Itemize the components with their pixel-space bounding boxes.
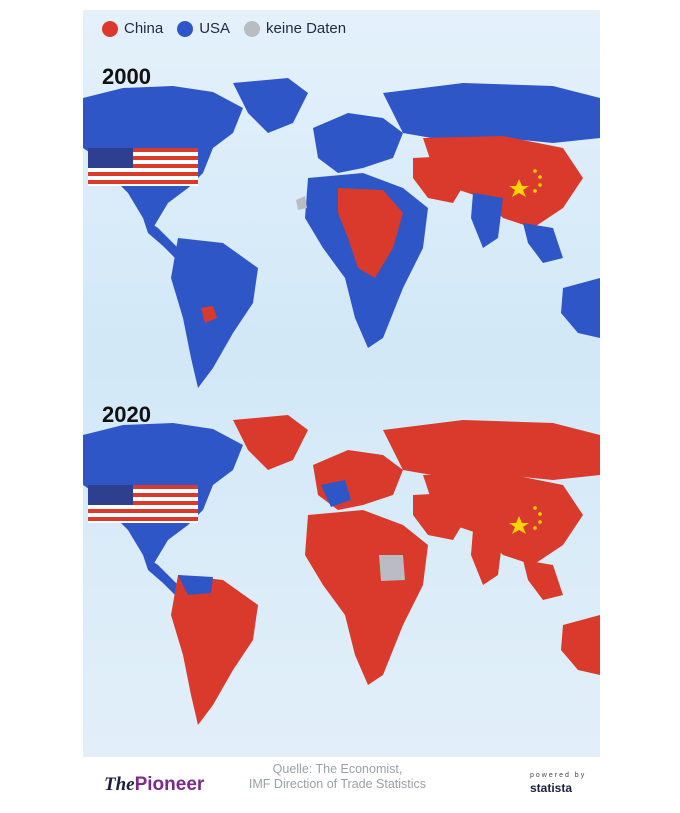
australia-2000 (561, 278, 600, 338)
china-flag-2020 (509, 506, 542, 534)
logo-pioneer: Pioneer (134, 774, 205, 795)
africa-2020 (305, 510, 428, 685)
russia-2000 (383, 83, 600, 143)
paraguay-2000 (201, 306, 217, 323)
year-label-2000: 2000 (102, 64, 151, 89)
southeast-asia-2000 (523, 223, 563, 263)
logo-the: The (104, 774, 135, 795)
statista-text: statista (530, 781, 573, 795)
powered-by-text: powered by (530, 772, 587, 779)
africa-china-2000 (338, 188, 403, 278)
asia-2020 (423, 473, 583, 565)
nodata-dot-icon (244, 20, 261, 37)
greenland-2000 (233, 78, 308, 133)
central-america-2020 (143, 555, 183, 595)
australia-2020 (561, 615, 600, 675)
source-line-1: Quelle: The Economist, (272, 762, 403, 776)
western-sahara-nodata-2000 (296, 196, 307, 210)
asia-china-2000 (423, 136, 583, 228)
legend-label-nodata: keine Daten (266, 20, 347, 37)
europe-2020 (313, 450, 403, 510)
europe-2000 (313, 113, 403, 173)
southeast-asia-2020 (523, 560, 563, 600)
colombia-venezuela-2020 (178, 575, 213, 595)
china-dot-icon (102, 20, 118, 37)
legend-item-nodata: keine Daten (244, 20, 346, 37)
greenland-2020 (233, 415, 308, 470)
usa-dot-icon (177, 20, 194, 37)
world-map-2000 (83, 78, 600, 388)
us-flag-2020 (88, 485, 198, 523)
legend: China USA keine Daten (102, 20, 346, 37)
pioneer-logo: ThePioneer (104, 774, 204, 796)
south-america-2020 (171, 575, 258, 725)
source-line-2: IMF Direction of Trade Statistics (248, 777, 427, 791)
western-europe-2020 (321, 480, 351, 507)
year-label-2020: 2020 (102, 402, 151, 427)
legend-label-china: China (124, 20, 164, 37)
india-2000 (471, 193, 503, 248)
legend-label-usa: USA (199, 20, 231, 37)
legend-item-china: China (102, 20, 163, 37)
legend-item-usa: USA (177, 20, 230, 37)
india-2020 (471, 530, 503, 585)
world-map-2020 (83, 415, 600, 725)
central-america-2000 (143, 218, 183, 258)
china-flag-2000 (509, 169, 542, 197)
source-note: Quelle: The Economist, IMF Direction of … (215, 762, 460, 792)
statista-logo: powered by statista (530, 772, 586, 797)
sudan-nodata-2020 (379, 555, 405, 581)
russia-2020 (383, 420, 600, 480)
us-flag-2000 (88, 148, 198, 186)
